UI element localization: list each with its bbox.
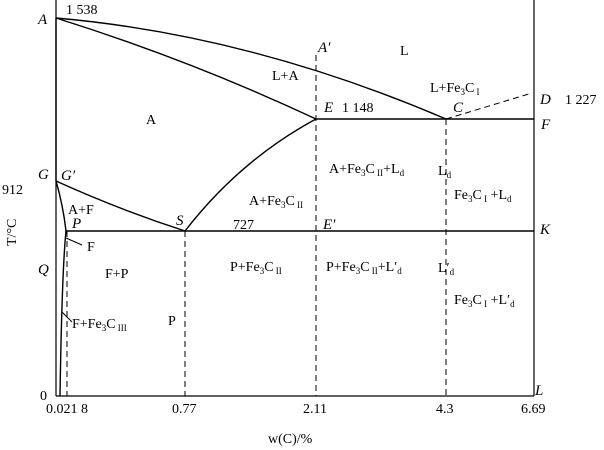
temperature-labels: 1 538 1 148 1 227 727: [66, 3, 597, 233]
x-axis-label: w(C)/%: [268, 432, 313, 447]
point-K: K: [539, 222, 551, 238]
point-D: D: [539, 92, 551, 108]
point-L: L: [534, 383, 543, 399]
temp-1148: 1 148: [342, 101, 374, 116]
line-ES: [184, 118, 317, 232]
region-A: A: [146, 113, 157, 128]
line-PQ: [59, 230, 67, 397]
region-labels: L L+A A A+F F+P P F+Fe3C III A+Fe3C II A…: [68, 44, 515, 333]
y-tick-0: 0: [40, 389, 47, 404]
point-Q: Q: [38, 262, 49, 278]
leader-F-Fe3C-III: [61, 311, 73, 323]
temp-1538: 1 538: [66, 3, 98, 18]
region-A-Fe3C-II: A+Fe3C II: [249, 194, 303, 210]
point-labels: A A′ E C D F G G′ P S E′ K Q L F: [37, 12, 551, 399]
region-L-A: L+A: [272, 69, 299, 84]
line-CD-dashed: [445, 92, 533, 120]
point-S: S: [176, 213, 184, 229]
axis-labels: 912 0 0.021 8 0.77 2.11 4.3 6.69 w(C)/% …: [2, 183, 546, 447]
line-ACD-liquidus: [55, 17, 447, 120]
label-F-small: F: [87, 240, 95, 255]
x-tick-2-11: 2.11: [303, 402, 327, 417]
region-Fe3C-I-Ld-prime: Fe3C I +L′d: [454, 293, 515, 309]
x-tick-0-0218: 0.021 8: [46, 402, 88, 417]
region-F-Fe3C-III: F+Fe3C III: [72, 317, 127, 333]
phase-lines: [55, 17, 534, 397]
point-E-prime: E′: [322, 217, 336, 233]
point-E: E: [323, 100, 333, 116]
temp-1227: 1 227: [565, 93, 597, 108]
x-tick-6-69: 6.69: [521, 402, 546, 417]
x-tick-4-3: 4.3: [436, 402, 454, 417]
region-L-Fe3C-I: L+Fe3C I: [430, 81, 480, 97]
dashed-lines: [66, 55, 533, 396]
point-A-prime: A′: [317, 40, 331, 56]
line-GS: [55, 180, 186, 232]
region-A-F: A+F: [68, 203, 94, 218]
point-G: G: [38, 167, 49, 183]
x-tick-0-77: 0.77: [172, 402, 197, 417]
leader-lines: [61, 237, 83, 323]
region-Fe3C-I-Ld: Fe3C I +Ld: [454, 188, 512, 204]
y-axis-label: T/°C: [5, 219, 20, 246]
region-F-P: F+P: [105, 267, 129, 282]
leader-F: [65, 237, 83, 246]
region-P-Fe3C-II: P+Fe3C II: [230, 260, 282, 276]
region-Ld-prime: L′d: [438, 261, 455, 277]
point-C: C: [453, 100, 464, 116]
point-F: F: [540, 117, 551, 133]
region-A-Fe3C-II-Ld: A+Fe3C II+Ld: [329, 162, 405, 178]
point-G-prime: G′: [61, 168, 76, 184]
region-P: P: [168, 314, 176, 329]
temp-727: 727: [233, 218, 254, 233]
point-P: P: [71, 216, 81, 232]
line-AE-solidus: [55, 17, 317, 120]
region-L: L: [400, 44, 409, 59]
point-A: A: [37, 12, 48, 28]
y-tick-912: 912: [2, 183, 23, 198]
line-GP: [55, 180, 67, 232]
region-P-Fe3C-II-Ld-prime: P+Fe3C II+L′d: [326, 260, 402, 276]
region-Ld: Ld: [438, 164, 452, 180]
